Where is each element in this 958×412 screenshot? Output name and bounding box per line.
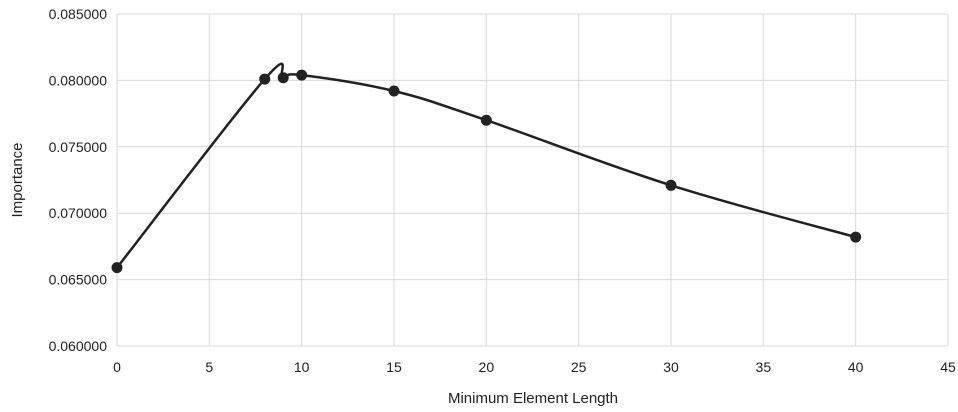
data-point [665,179,677,191]
x-tick-label: 40 [848,359,864,375]
x-tick-label: 15 [386,359,402,375]
x-axis-tick-labels: 0 5 10 15 20 25 30 35 40 45 [113,359,956,375]
data-points [111,69,862,274]
data-point [277,72,289,84]
y-axis-title: Importance [9,142,26,217]
x-tick-label: 5 [205,359,213,375]
y-tick-label: 0.075000 [49,139,108,155]
x-tick-label: 30 [663,359,679,375]
x-axis-title: Minimum Element Length [448,390,618,407]
x-tick-label: 25 [571,359,587,375]
data-point [850,231,862,243]
y-axis-tick-labels: 0.060000 0.065000 0.070000 0.075000 0.080000… [49,6,108,354]
data-point [111,262,123,274]
data-point [388,85,400,97]
x-tick-label: 20 [479,359,495,375]
x-tick-label: 45 [940,359,956,375]
y-tick-label: 0.060000 [49,338,108,354]
data-point [259,73,271,85]
data-point [480,114,492,126]
y-tick-label: 0.065000 [49,272,108,288]
grid [116,13,949,347]
y-tick-label: 0.085000 [49,6,108,22]
y-tick-label: 0.070000 [49,205,108,221]
x-tick-label: 0 [113,359,121,375]
x-tick-label: 35 [756,359,772,375]
data-point [296,69,308,81]
x-tick-label: 10 [294,359,310,375]
y-tick-label: 0.080000 [49,72,108,88]
